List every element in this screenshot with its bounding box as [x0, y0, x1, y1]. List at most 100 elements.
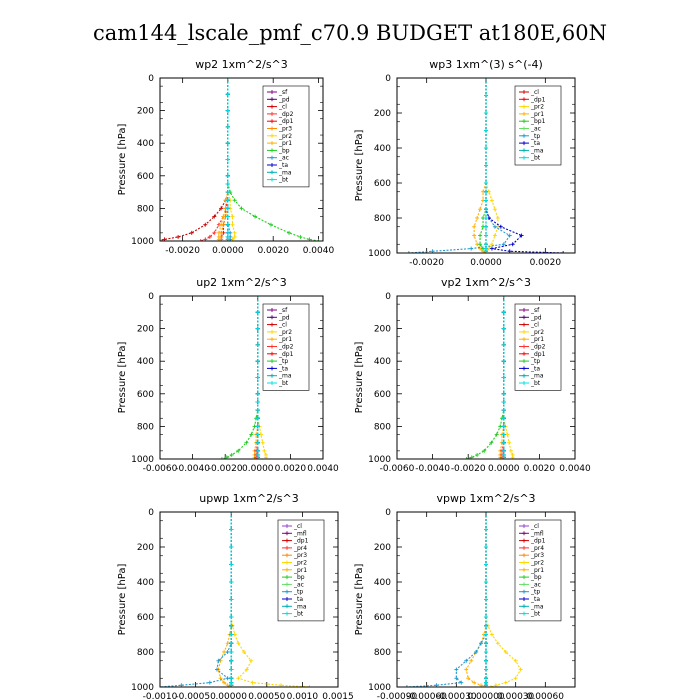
legend-label: _pr4	[293, 545, 307, 552]
x-tick-label: .00000	[215, 692, 247, 700]
y-tick-label: 800	[137, 648, 154, 658]
y-axis-label: Pressure [hPa]	[117, 124, 128, 196]
x-tick-label: 0.00030	[497, 692, 534, 700]
x-tick-label: 0.0000	[212, 246, 244, 256]
y-tick-label: 200	[374, 109, 391, 119]
y-tick-label: 600	[374, 390, 391, 400]
y-tick-label: 400	[374, 357, 391, 367]
legend-label: _pr2	[293, 560, 307, 567]
legend-label: _bp	[530, 574, 542, 581]
legend-label: _tp	[530, 358, 540, 365]
legend-label: _tp	[293, 589, 303, 596]
legend-label: _bp	[293, 574, 305, 581]
legend-label: _ta	[278, 365, 288, 372]
y-axis-label: Pressure [hPa]	[354, 564, 365, 636]
y-tick-label: 800	[374, 214, 391, 224]
legend: _cl_mfl_dp1_pr4_pr3_pr2_pr1_bp_ac_tp_ta_…	[277, 519, 325, 622]
legend-label: _mfl	[293, 530, 307, 537]
x-tick-label: -0.0040	[175, 464, 210, 474]
legend-label: _sf	[278, 307, 288, 314]
y-tick-label: 200	[374, 543, 391, 553]
legend-label: _pr2	[530, 329, 544, 336]
x-tick-label: 0.0020	[257, 246, 289, 256]
legend-label: _bp1	[530, 118, 546, 125]
panel-1: wp2 1xm^2/s^3 Pressure [hPa] 0 200 400 600 800…	[117, 58, 334, 256]
x-tick-label: -0.00030	[436, 692, 477, 700]
x-tick-label: -0.0020	[208, 464, 243, 474]
x-tick-label: 0.0040	[303, 246, 335, 256]
legend-label: _pr2	[278, 329, 292, 336]
legend-label: _pr3	[530, 552, 544, 559]
legend-label: _ta	[530, 365, 540, 372]
panel-title: vpwp 1xm^2/s^3	[436, 492, 535, 505]
legend-label: _pr2	[530, 560, 544, 567]
legend-label: _ma	[278, 373, 292, 380]
y-tick-label: 1000	[368, 249, 391, 259]
series-line-cl	[160, 78, 229, 241]
legend-label: _bt	[293, 611, 304, 618]
y-tick-label: 0	[385, 74, 391, 84]
legend-label: _cl	[530, 523, 539, 530]
legend-label: _ac	[278, 155, 289, 162]
y-tick-label: 0	[148, 508, 154, 518]
y-tick-label: 400	[137, 578, 154, 588]
y-tick-label: 800	[374, 422, 391, 432]
panel-title: vp2 1xm^2/s^3	[441, 276, 531, 289]
legend: _sf_pd_cl_pr2_pr1_dp2_dp1_tp_ta_ma_bt	[262, 303, 310, 391]
x-tick-label: -0.0060	[380, 464, 415, 474]
legend-label: _bt	[530, 380, 541, 387]
y-axis-label: Pressure [hPa]	[117, 564, 128, 636]
legend-box	[277, 519, 325, 622]
legend-label: _pr2	[530, 104, 544, 111]
panel-4: vp2 1xm^2/s^3 Pressure [hPa] 0 200 400 600 800…	[354, 276, 591, 474]
legend-label: _cl	[278, 322, 287, 329]
plot-frame	[159, 295, 324, 460]
x-tick-label: 0.0000	[470, 258, 502, 268]
legend-label: _ac	[530, 581, 541, 588]
legend-label: _ta	[530, 596, 540, 603]
legend: _cl_dp1_pr2_pr1_bp1_ac_tp_ta_ma_bt	[514, 85, 562, 166]
panel-title: up2 1xm^2/s^3	[196, 276, 287, 289]
x-tick-label: 0.00000	[467, 692, 504, 700]
legend-label: _pr4	[530, 545, 544, 552]
y-tick-label: 0	[385, 292, 391, 302]
legend-label: _dp1	[530, 538, 546, 545]
legend: _cl_mfl_dp1_pr4_pr3_pr2_pr1_bp_ac_tp_ta_…	[514, 519, 562, 622]
legend-label: _pr1	[530, 336, 544, 343]
panel-title: wp2 1xm^2/s^3	[195, 58, 288, 71]
legend-box	[262, 85, 310, 188]
y-tick-label: 400	[137, 357, 154, 367]
legend-label: _pd	[530, 314, 542, 321]
y-tick-label: 1000	[131, 237, 154, 247]
y-tick-label: 0	[148, 292, 154, 302]
series-group	[160, 78, 321, 241]
legend-label: _cl	[293, 523, 302, 530]
legend-label: _dp1	[278, 351, 294, 358]
y-tick-label: 600	[374, 179, 391, 189]
series-group	[219, 296, 268, 459]
x-tick-label: 0.0040	[307, 464, 339, 474]
legend-label: _bt	[278, 177, 289, 184]
legend-label: _ma	[530, 603, 544, 610]
legend-label: _cl	[530, 89, 539, 96]
panel-5: upwp 1xm^2/s^3 Pressure [hPa] 0 200 400 600 80…	[117, 492, 354, 700]
figure-title: cam144_lscale_pmf_c70.9 BUDGET at180E,60…	[93, 21, 607, 45]
x-tick-label: -0.0020	[451, 464, 486, 474]
legend-label: _tp	[530, 133, 540, 140]
y-tick-label: 200	[374, 325, 391, 335]
legend-label: _pr2	[278, 133, 292, 140]
y-tick-label: 400	[137, 139, 154, 149]
x-tick-label: -0.00090	[377, 692, 418, 700]
x-tick-label: 0.0015	[322, 692, 354, 700]
x-tick-label: -0.0060	[143, 464, 178, 474]
legend-label: _ac	[530, 126, 541, 133]
y-tick-label: 800	[374, 648, 391, 658]
y-tick-label: 400	[374, 144, 391, 154]
legend-label: _dp2	[530, 344, 546, 351]
y-tick-label: 800	[137, 204, 154, 214]
legend-label: _bp	[278, 147, 290, 154]
series-group	[406, 78, 566, 253]
legend-label: _ma	[278, 169, 292, 176]
legend-box	[514, 519, 562, 622]
